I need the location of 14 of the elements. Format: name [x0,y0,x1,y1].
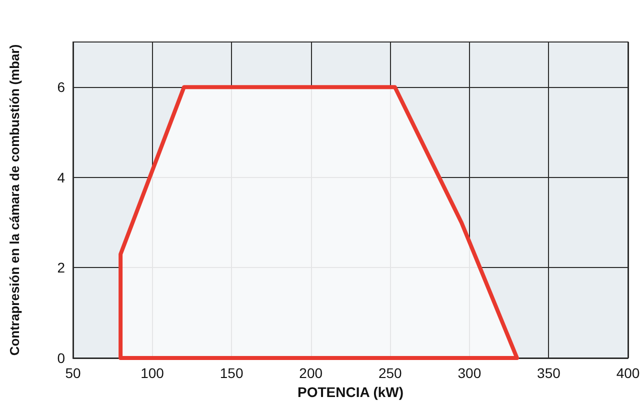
x-axis-title: POTENCIA (kW) [297,384,404,400]
x-tick-label: 400 [616,365,640,381]
x-tick-label: 200 [299,365,323,381]
y-tick-label: 6 [57,79,66,96]
x-tick-label: 300 [458,365,482,381]
x-tick-label: 350 [537,365,561,381]
y-axis-title: Contrapresión en la cámara de combustión (mbar) [7,44,22,356]
y-tick-label: 4 [57,169,66,186]
x-tick-label: 50 [65,365,81,381]
x-tick-label: 150 [220,365,244,381]
x-tick-label: 100 [140,365,164,381]
x-tick-label: 250 [378,365,402,381]
y-tick-label: 0 [57,350,66,366]
y-tick-label: 2 [57,260,66,276]
